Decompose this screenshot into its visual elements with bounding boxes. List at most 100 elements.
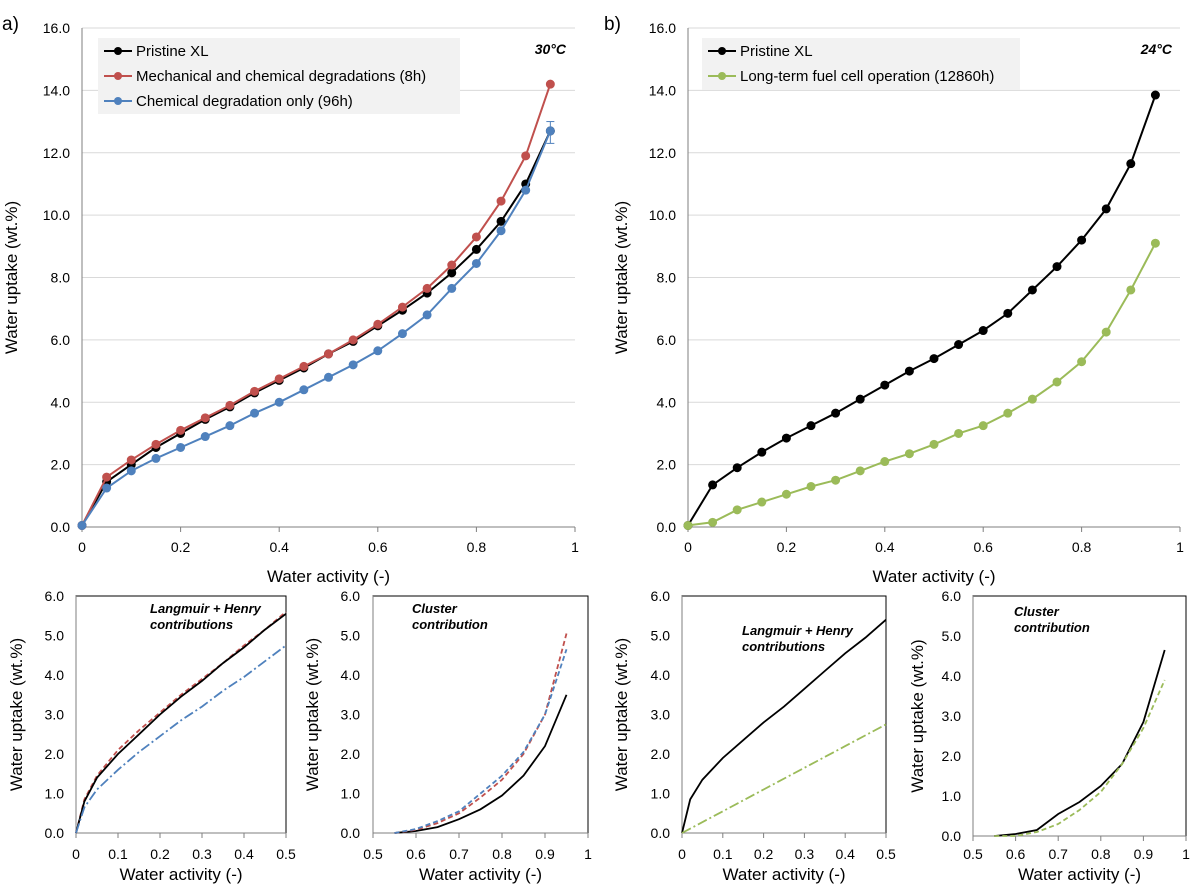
chart-panel-6: 0.0 1.0 2.0 3.0 4.0 5.0 6.0 0.5 0.6 0.7 0.8 0.9 1 Wat… bbox=[908, 588, 1190, 884]
x-tick-label: 0 bbox=[684, 539, 692, 555]
y-tick-label: 0.0 bbox=[51, 519, 71, 535]
panel-label: b) bbox=[604, 14, 621, 35]
data-point bbox=[102, 472, 112, 482]
data-point bbox=[422, 310, 432, 320]
data-point bbox=[200, 432, 210, 442]
series-line-2 bbox=[394, 633, 568, 834]
legend-swatch-marker bbox=[114, 97, 122, 105]
x-tick-label: 0.4 bbox=[269, 539, 289, 555]
y-tick-label: 8.0 bbox=[657, 270, 677, 286]
data-point bbox=[77, 520, 87, 530]
chart-panel-4: 0.0 1.0 2.0 3.0 4.0 5.0 6.0 0.5 0.6 0.7 0.8 0.9 1 Wat… bbox=[303, 588, 592, 884]
data-point bbox=[176, 425, 186, 435]
x-tick-label: 0.9 bbox=[535, 846, 555, 862]
x-tick-label: 0.8 bbox=[1072, 539, 1092, 555]
series-line-2 bbox=[994, 679, 1166, 837]
y-tick-label: 2.0 bbox=[657, 457, 677, 473]
y-tick-label: 4.0 bbox=[651, 667, 671, 683]
data-point bbox=[274, 397, 284, 407]
x-tick-label: 0.6 bbox=[406, 846, 426, 862]
data-point bbox=[250, 386, 260, 396]
y-tick-label: 0.0 bbox=[341, 825, 361, 841]
x-tick-label: 0.1 bbox=[108, 846, 128, 862]
legend-entry: Chemical degradation only (96h) bbox=[136, 93, 353, 110]
data-point bbox=[225, 421, 235, 431]
data-point bbox=[397, 329, 407, 339]
data-point bbox=[200, 413, 210, 423]
data-point bbox=[397, 302, 407, 312]
inset-title: Langmuir + Henry contributions bbox=[150, 601, 262, 632]
legend-swatch-marker bbox=[718, 47, 726, 55]
data-point bbox=[151, 439, 161, 449]
inset-title-line: contributions bbox=[742, 639, 825, 654]
x-tick-label: 0.2 bbox=[754, 846, 774, 862]
x-tick-label: 0.4 bbox=[875, 539, 895, 555]
x-tick-label: 0.5 bbox=[363, 846, 383, 862]
x-tick-label: 0.4 bbox=[835, 846, 855, 862]
data-point bbox=[471, 258, 481, 268]
data-point bbox=[904, 449, 914, 459]
data-point bbox=[708, 480, 718, 490]
x-axis-label: Water activity (-) bbox=[1018, 865, 1141, 884]
x-tick-label: 1 bbox=[584, 846, 592, 862]
x-tick-label: 0 bbox=[78, 539, 86, 555]
y-tick-label: 16.0 bbox=[43, 20, 70, 36]
legend-swatch-marker bbox=[114, 72, 122, 80]
inset-title-line: Langmuir + Henry bbox=[150, 601, 262, 616]
inset-title-line: contributions bbox=[150, 617, 233, 632]
data-point bbox=[1126, 285, 1136, 295]
legend-entry: Mechanical and chemical degradations (8h… bbox=[136, 68, 426, 85]
data-point bbox=[978, 326, 988, 336]
data-point bbox=[757, 497, 767, 507]
y-tick-label: 2.0 bbox=[651, 746, 671, 762]
x-tick-label: 0.5 bbox=[876, 846, 896, 862]
data-point bbox=[471, 232, 481, 242]
x-tick-label: 0.5 bbox=[276, 846, 296, 862]
y-tick-label: 2.0 bbox=[942, 748, 962, 764]
y-tick-label: 2.0 bbox=[51, 457, 71, 473]
data-point bbox=[831, 475, 841, 485]
legend-entry: Long-term fuel cell operation (12860h) bbox=[740, 68, 994, 85]
x-axis-label: Water activity (-) bbox=[872, 567, 995, 586]
data-point bbox=[1150, 238, 1160, 248]
x-tick-label: 0.7 bbox=[1048, 846, 1068, 862]
series-line-2 bbox=[687, 242, 1157, 527]
inset-title-line: contribution bbox=[1014, 620, 1090, 635]
series-line-3 bbox=[75, 644, 287, 834]
data-point bbox=[1150, 90, 1160, 100]
x-tick-label: 0.2 bbox=[777, 539, 797, 555]
data-point bbox=[732, 463, 742, 473]
data-point bbox=[683, 520, 693, 530]
y-tick-label: 4.0 bbox=[657, 394, 677, 410]
y-tick-label: 1.0 bbox=[341, 786, 361, 802]
y-tick-label: 0.0 bbox=[45, 825, 65, 841]
y-axis-label: Water uptake (wt.%) bbox=[7, 638, 26, 791]
inset-title-line: Langmuir + Henry bbox=[742, 623, 854, 638]
legend-entry: Pristine XL bbox=[136, 43, 209, 60]
data-point bbox=[855, 394, 865, 404]
y-tick-label: 16.0 bbox=[649, 20, 676, 36]
y-tick-label: 1.0 bbox=[942, 788, 962, 804]
data-point bbox=[1003, 408, 1013, 418]
legend-entry: Pristine XL bbox=[740, 43, 813, 60]
chart-title: 30°C bbox=[535, 41, 567, 57]
data-point bbox=[880, 457, 890, 467]
y-tick-label: 5.0 bbox=[651, 628, 671, 644]
data-point bbox=[496, 226, 506, 236]
y-tick-label: 2.0 bbox=[341, 746, 361, 762]
data-point bbox=[880, 380, 890, 390]
chart-title: 24°C bbox=[1140, 41, 1173, 57]
x-tick-label: 0.6 bbox=[973, 539, 993, 555]
data-point bbox=[250, 408, 260, 418]
y-tick-label: 10.0 bbox=[43, 207, 70, 223]
y-tick-label: 8.0 bbox=[51, 270, 71, 286]
data-point bbox=[732, 505, 742, 515]
x-axis-label: Water activity (-) bbox=[267, 567, 390, 586]
y-axis-label: Water uptake (wt.%) bbox=[2, 201, 21, 354]
data-point bbox=[471, 244, 481, 254]
data-point bbox=[324, 372, 333, 382]
y-tick-label: 2.0 bbox=[45, 746, 65, 762]
x-tick-label: 0.4 bbox=[234, 846, 254, 862]
x-tick-label: 0.5 bbox=[963, 846, 983, 862]
